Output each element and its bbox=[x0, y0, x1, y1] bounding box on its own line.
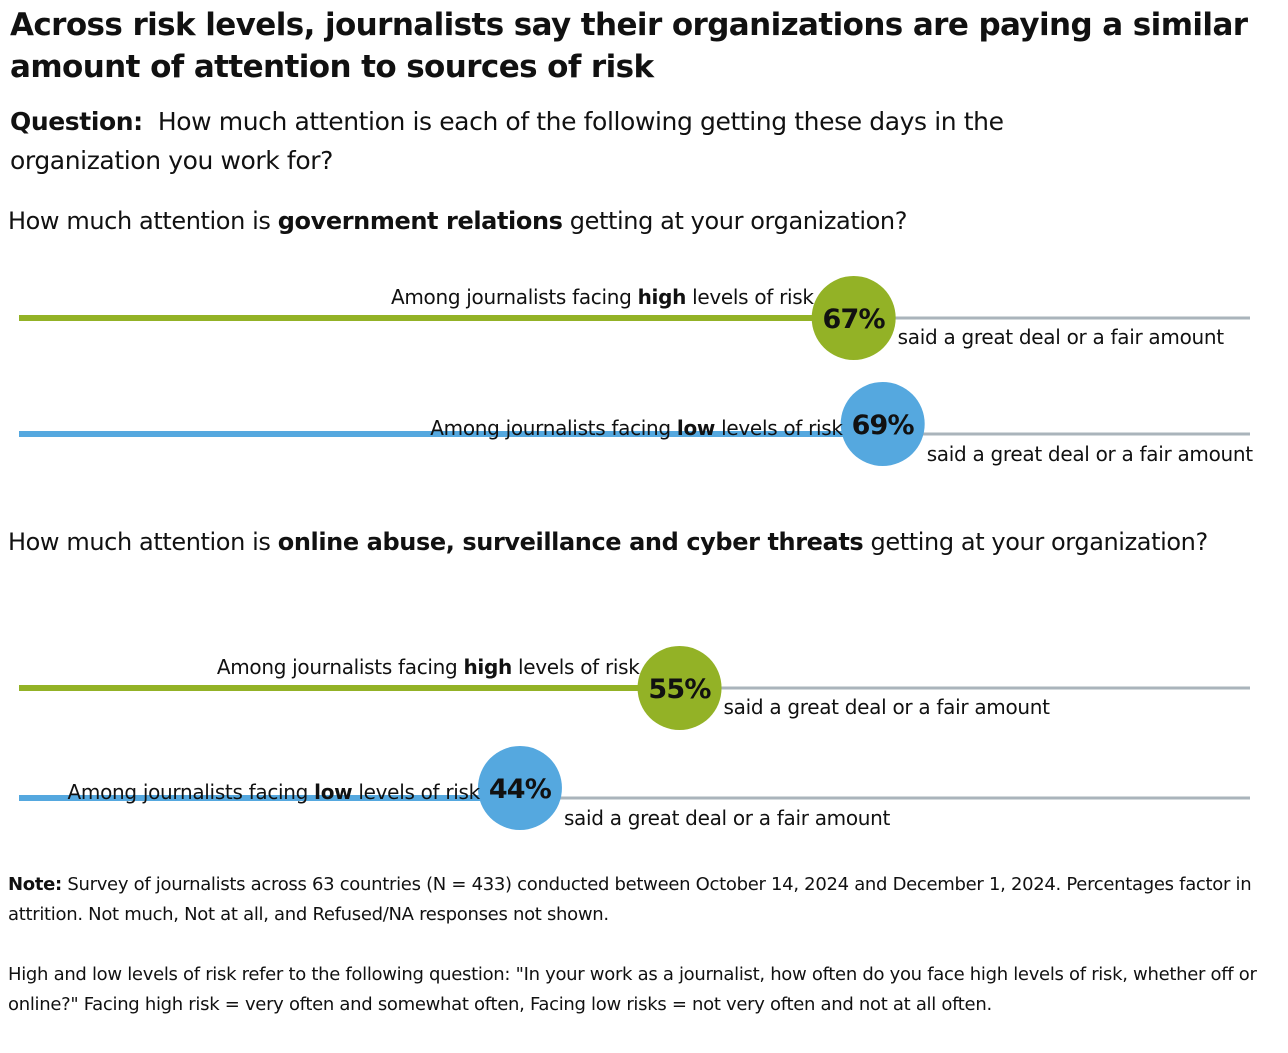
response-label: said a great deal or a fair amount bbox=[897, 325, 1224, 349]
section-question-suffix: getting at your organization? bbox=[863, 528, 1209, 556]
row-label-prefix: Among journalists facing bbox=[390, 285, 638, 309]
value-label: 44% bbox=[489, 774, 552, 805]
note-line-2: High and low levels of risk refer to the… bbox=[8, 964, 1257, 1015]
response-label: said a great deal or a fair amount bbox=[723, 695, 1050, 719]
value-label: 55% bbox=[648, 674, 711, 705]
row-label-group: high bbox=[463, 655, 512, 679]
question-body: How much attention is each of the follow… bbox=[10, 107, 1004, 175]
row-label-suffix: levels of risk bbox=[352, 780, 480, 804]
section-title-online: How much attention is online abuse, surv… bbox=[8, 527, 1208, 557]
row-label-prefix: Among journalists facing bbox=[67, 780, 315, 804]
row-label-group: low bbox=[676, 416, 716, 440]
value-bubble-low bbox=[477, 746, 562, 830]
value-label: 67% bbox=[823, 304, 886, 335]
question-text: Question: How much attention is each of … bbox=[10, 102, 1160, 180]
note-line-1: Note: Survey of journalists across 63 co… bbox=[8, 870, 1280, 930]
row-label-suffix: levels of risk bbox=[715, 416, 843, 440]
section-question-prefix: How much attention is bbox=[8, 207, 278, 235]
section-question-suffix: getting at your organization? bbox=[562, 207, 908, 235]
row-label-high-risk: Among journalists facing high levels of … bbox=[217, 654, 640, 680]
row-label-low-risk: Among journalists facing low levels of r… bbox=[430, 415, 843, 441]
note-text-1: Survey of journalists across 63 countrie… bbox=[8, 874, 1252, 925]
value-bubble-high bbox=[637, 646, 722, 730]
value-bubble-high bbox=[811, 276, 896, 360]
row-label-high-risk: Among journalists facing high levels of … bbox=[391, 284, 814, 310]
section-topic: online abuse, surveillance and cyber thr… bbox=[277, 528, 864, 556]
row-label-group: low bbox=[314, 780, 353, 804]
question-prefix: Question: bbox=[10, 107, 143, 136]
dot-chart: 67% 69% 55% 44% bbox=[19, 276, 1250, 830]
response-label: said a great deal or a fair amount bbox=[563, 806, 891, 830]
row-label-prefix: Among journalists facing bbox=[216, 655, 464, 679]
section-question-prefix: How much attention is bbox=[8, 528, 278, 556]
row-label-low-risk: Among journalists facing low levels of r… bbox=[67, 779, 481, 805]
row-label-suffix: levels of risk bbox=[511, 655, 640, 679]
note: Note: Survey of journalists across 63 co… bbox=[8, 870, 1280, 1020]
response-label: said a great deal or a fair amount bbox=[926, 442, 1253, 466]
row-label-prefix: Among journalists facing bbox=[430, 416, 677, 440]
note-prefix: Note: bbox=[8, 874, 62, 895]
section-title-government: How much attention is government relatio… bbox=[8, 206, 907, 236]
row-label-group: high bbox=[637, 285, 687, 309]
value-bubble-low bbox=[840, 382, 925, 466]
section-topic: government relations bbox=[277, 207, 563, 235]
row-label-suffix: levels of risk bbox=[686, 285, 814, 309]
value-label: 69% bbox=[852, 410, 915, 441]
chart-title: Across risk levels, journalists say thei… bbox=[10, 7, 1248, 85]
